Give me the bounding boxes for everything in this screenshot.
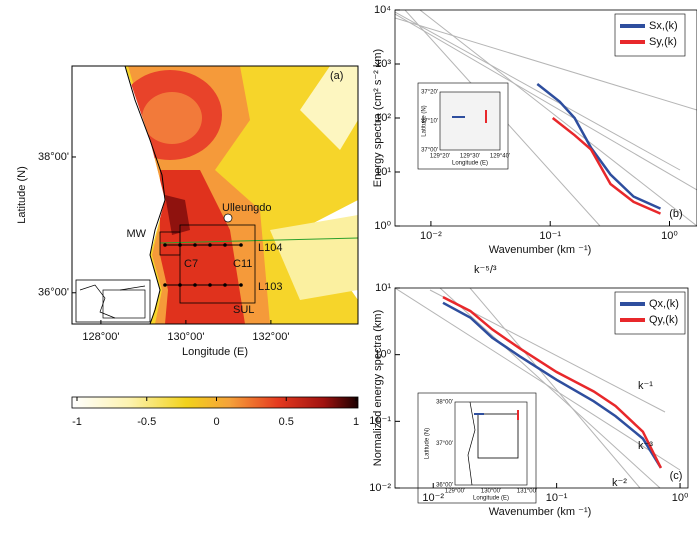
map-frame xyxy=(71,65,359,325)
map-image xyxy=(72,66,358,324)
inset-y-tick-label: 37°20' xyxy=(421,90,438,96)
y-tick-label: 10¹ xyxy=(375,282,391,294)
legend-label: Qx,(k) xyxy=(649,298,679,310)
map-annotation: MW xyxy=(126,228,146,240)
slope-label: k⁻⁵/³ xyxy=(474,264,497,276)
y-axis-label: Latitude (N) xyxy=(16,166,28,223)
inset-y-tick-label: 37°10' xyxy=(421,119,438,125)
data-line xyxy=(442,295,663,469)
inset-x-tick-label: 129°30' xyxy=(460,154,480,160)
x-tick-label: 10⁰ xyxy=(672,492,689,504)
legend-label: Sy,(k) xyxy=(649,36,677,48)
map-annotation: C11 xyxy=(233,258,252,270)
axes-c xyxy=(394,287,689,489)
inset-y-label: Latitude (N) xyxy=(422,105,428,136)
inset-b-map xyxy=(439,91,501,151)
x-tick-label: 10⁻² xyxy=(420,230,442,242)
y-tick-label: 38°00' xyxy=(38,151,69,163)
legend-label: Qy,(k) xyxy=(649,314,678,326)
legend-box xyxy=(614,13,686,57)
x-tick-label: 10⁰ xyxy=(661,230,678,242)
x-tick-label: 130°00' xyxy=(167,331,204,343)
slope-label: k⁻² xyxy=(612,477,627,489)
x-axis-label: Wavenumber (km ⁻¹) xyxy=(489,244,592,256)
panel-label: (a) xyxy=(330,70,343,82)
legend-label: Sx,(k) xyxy=(649,20,678,32)
inset-x-tick-label: 131°00' xyxy=(517,489,537,495)
inset-x-tick-label: 129°20' xyxy=(430,154,450,160)
map-annotation: C7 xyxy=(184,258,198,270)
y-axis-label: Normalized energy spectra (km) xyxy=(372,310,384,467)
inset-y-tick-label: 37°00' xyxy=(436,441,453,447)
colorbar xyxy=(71,396,359,409)
legend-box xyxy=(614,291,686,335)
y-tick-label: 10⁰ xyxy=(374,349,391,361)
inset-y-tick-label: 36°00' xyxy=(436,483,453,489)
slope-label: k⁻³ xyxy=(638,440,653,452)
x-tick-label: 10⁻¹ xyxy=(539,230,561,242)
panel-label: (b) xyxy=(669,208,682,220)
y-axis-label: Energy spectra (cm² s⁻² km) xyxy=(372,49,384,187)
inset-box xyxy=(477,413,519,459)
x-axis-label: Longitude (E) xyxy=(182,346,248,358)
colorbar-tick-label: 1 xyxy=(353,416,359,428)
map-annotation: SUL xyxy=(233,304,254,316)
inset-x-tick-label: 129°00' xyxy=(445,489,465,495)
x-axis-label: Wavenumber (km ⁻¹) xyxy=(489,506,592,518)
inset-x-label: Longitude (E) xyxy=(473,496,509,502)
x-tick-label: 132°00' xyxy=(252,331,289,343)
colorbar-tick-label: -0.5 xyxy=(137,416,156,428)
inset-y-tick-label: 37°00' xyxy=(421,148,438,154)
colorbar-tick-label: 0.5 xyxy=(279,416,294,428)
map-annotation: L103 xyxy=(258,281,282,293)
data-line xyxy=(536,83,662,210)
x-tick-label: 10⁻² xyxy=(422,492,444,504)
data-line xyxy=(442,301,662,469)
y-tick-label: 10⁴ xyxy=(374,4,391,16)
inset-x-label: Longitude (E) xyxy=(452,161,488,167)
inset-coast xyxy=(467,401,476,486)
inset-x-tick-label: 130°00' xyxy=(481,489,501,495)
y-tick-label: 10³ xyxy=(375,58,391,70)
inset-y-tick-label: 38°00' xyxy=(436,400,453,406)
map-annotation: Ulleungdo xyxy=(222,202,272,214)
map-annotation: L104 xyxy=(258,242,282,254)
y-tick-label: 10¹ xyxy=(375,166,391,178)
y-tick-label: 10⁰ xyxy=(374,220,391,232)
x-tick-label: 10⁻¹ xyxy=(546,492,568,504)
inset-y-label: Latitude (N) xyxy=(425,428,431,459)
colorbar-tick-label: -1 xyxy=(72,416,82,428)
x-tick-label: 128°00' xyxy=(82,331,119,343)
inset-x-tick-label: 129°40' xyxy=(490,154,510,160)
panel-label: (c) xyxy=(670,470,683,482)
data-line xyxy=(551,117,661,215)
colorbar-tick-label: 0 xyxy=(213,416,219,428)
y-tick-label: 10² xyxy=(375,112,391,124)
slope-label: k⁻¹ xyxy=(638,380,653,392)
y-tick-label: 10⁻² xyxy=(369,482,391,494)
y-tick-label: 10⁻¹ xyxy=(369,415,391,427)
inset-c-map xyxy=(454,401,528,486)
y-tick-label: 36°00' xyxy=(38,287,69,299)
